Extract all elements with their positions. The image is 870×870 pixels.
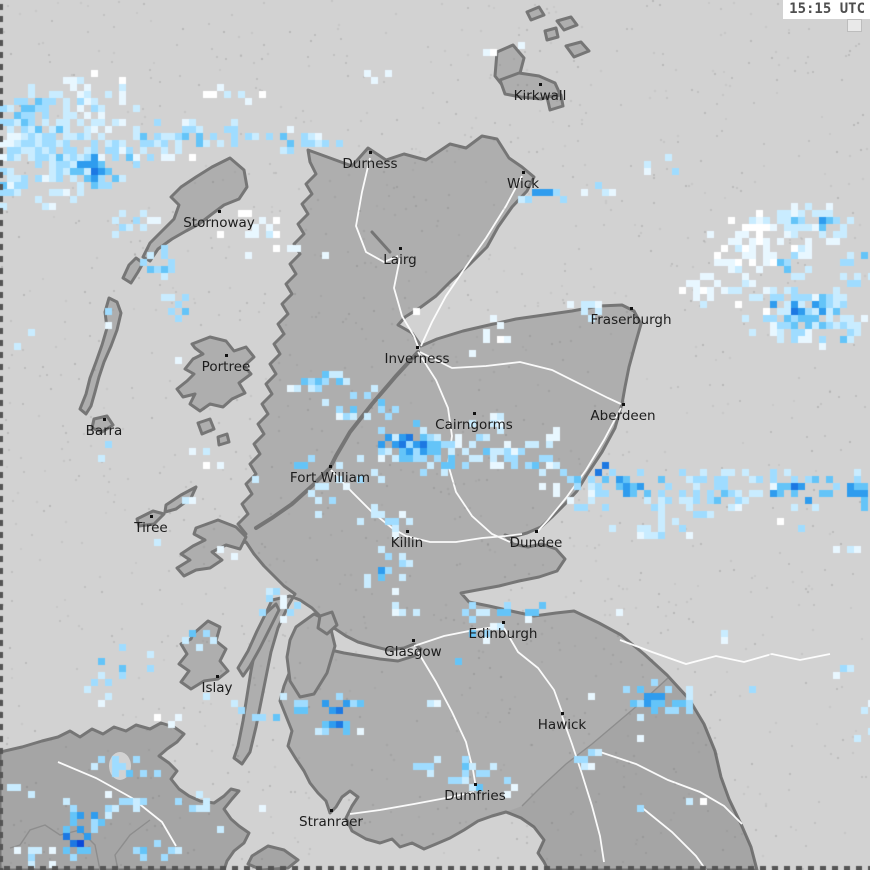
map-control[interactable]: [847, 19, 862, 32]
timestamp-label: 15:15 UTC: [783, 0, 870, 19]
